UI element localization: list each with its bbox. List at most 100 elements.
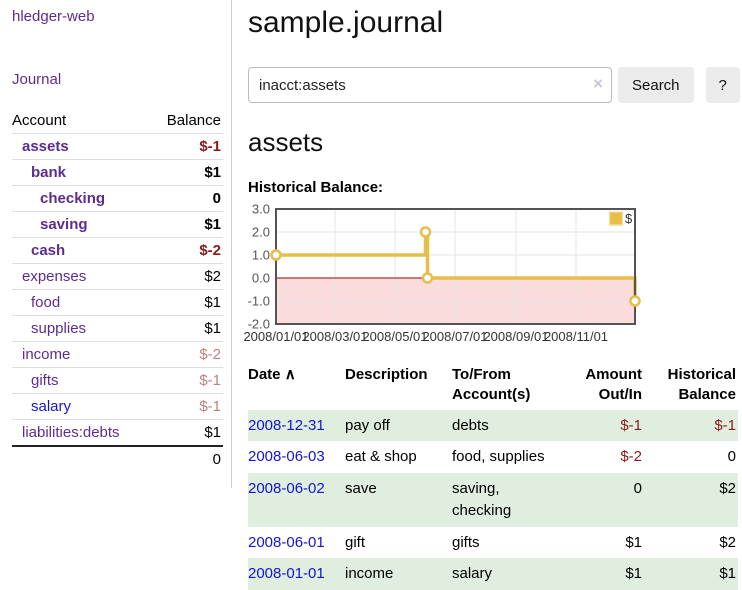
- transaction-amount: $-1: [560, 410, 644, 442]
- y-tick-label: 0.0: [252, 271, 270, 286]
- accounts-total-value: 0: [151, 446, 223, 472]
- transaction-balance: 0: [644, 441, 738, 473]
- transaction-description: eat & shop: [345, 441, 452, 473]
- account-row: liabilities:debts $1: [12, 420, 223, 447]
- legend: $: [610, 211, 634, 226]
- account-cell: cash: [12, 238, 151, 264]
- x-tick-label: 2008/05/01: [362, 329, 427, 344]
- accounts-header-account: Account: [12, 109, 151, 134]
- account-link[interactable]: bank: [31, 164, 66, 181]
- account-row: cash $-2: [12, 238, 223, 264]
- transaction-accounts: saving, checking: [452, 473, 560, 527]
- sort-asc-icon: ∧: [285, 366, 296, 383]
- help-button[interactable]: ?: [706, 67, 740, 103]
- account-link[interactable]: supplies: [31, 320, 86, 337]
- transaction-date-link[interactable]: 2008-06-01: [248, 534, 325, 551]
- account-row: supplies $1: [12, 316, 223, 342]
- accounts-total-row: 0: [12, 446, 223, 472]
- transaction-date-cell: 2008-06-01: [248, 527, 345, 559]
- account-balance: $-1: [151, 134, 223, 160]
- clear-search-icon[interactable]: ×: [593, 75, 603, 94]
- col-date[interactable]: Date ∧: [248, 363, 345, 410]
- account-cell: assets: [12, 134, 151, 160]
- col-balance: Historical Balance: [644, 363, 738, 410]
- transaction-balance: $2: [644, 473, 738, 527]
- app-title: hledger-web: [12, 8, 223, 25]
- account-link[interactable]: gifts: [31, 372, 59, 389]
- transaction-row: 2008-06-02 save saving, checking 0 $2: [248, 473, 738, 527]
- search-input[interactable]: [248, 67, 612, 103]
- account-balance: $-2: [151, 238, 223, 264]
- sidebar: hledger-web Journal Account Balance asse…: [0, 0, 232, 488]
- account-balance: 0: [151, 186, 223, 212]
- account-link[interactable]: checking: [40, 190, 105, 207]
- transaction-balance: $1: [644, 558, 738, 590]
- account-balance: $1: [151, 316, 223, 342]
- transaction-row: 2008-12-31 pay off debts $-1 $-1: [248, 410, 738, 442]
- account-link[interactable]: income: [22, 346, 70, 363]
- transaction-date-cell: 2008-01-01: [248, 558, 345, 590]
- account-link[interactable]: saving: [40, 216, 88, 233]
- transaction-accounts: debts: [452, 410, 560, 442]
- transaction-date-cell: 2008-06-03: [248, 441, 345, 473]
- account-cell: checking: [12, 186, 151, 212]
- y-tick-label: 1.0: [252, 248, 270, 263]
- x-tick-label: 2008/07/01: [422, 329, 487, 344]
- transaction-date-link[interactable]: 2008-06-03: [248, 448, 325, 465]
- account-link[interactable]: salary: [31, 398, 71, 415]
- account-cell: supplies: [12, 316, 151, 342]
- accounts-total-spacer: [12, 446, 151, 472]
- account-row: bank $1: [12, 160, 223, 186]
- account-balance: $1: [151, 290, 223, 316]
- transaction-amount: $-2: [560, 441, 644, 473]
- transaction-accounts: food, supplies: [452, 441, 560, 473]
- account-row: salary $-1: [12, 394, 223, 420]
- sidebar-nav: Journal: [12, 71, 223, 88]
- account-row: income $-2: [12, 342, 223, 368]
- chart-title: Historical Balance:: [248, 179, 740, 196]
- transaction-description: gift: [345, 527, 452, 559]
- account-heading: assets: [248, 127, 740, 158]
- transaction-date-link[interactable]: 2008-06-02: [248, 480, 325, 497]
- transaction-date-link[interactable]: 2008-12-31: [248, 417, 325, 434]
- transaction-date-cell: 2008-06-02: [248, 473, 345, 527]
- account-row: expenses $2: [12, 264, 223, 290]
- account-link[interactable]: liabilities:debts: [22, 424, 120, 441]
- x-tick-label: 2008/01/01: [243, 329, 308, 344]
- account-balance: $1: [151, 160, 223, 186]
- account-cell: saving: [12, 212, 151, 238]
- account-cell: gifts: [12, 368, 151, 394]
- transaction-balance: $2: [644, 527, 738, 559]
- account-cell: bank: [12, 160, 151, 186]
- data-point-marker[interactable]: [631, 297, 640, 306]
- transaction-amount: $1: [560, 558, 644, 590]
- transaction-date-link[interactable]: 2008-01-01: [248, 565, 325, 582]
- account-link[interactable]: assets: [22, 138, 69, 155]
- search-button[interactable]: Search: [618, 67, 694, 103]
- search-form: × Search ?: [248, 67, 740, 103]
- account-link[interactable]: food: [31, 294, 60, 311]
- sidebar-item-journal[interactable]: Journal: [12, 71, 61, 88]
- transaction-accounts: salary: [452, 558, 560, 590]
- data-point-marker[interactable]: [421, 228, 430, 237]
- x-tick-label: 2008/09/01: [483, 329, 548, 344]
- account-link[interactable]: expenses: [22, 268, 86, 285]
- transaction-row: 2008-06-01 gift gifts $1 $2: [248, 527, 738, 559]
- x-tick-label: 2008/03/01: [302, 329, 367, 344]
- page-title: sample.journal: [248, 6, 740, 40]
- app-title-link[interactable]: hledger-web: [12, 8, 95, 25]
- data-point-marker[interactable]: [272, 251, 281, 260]
- accounts-table: Account Balance assets $-1 bank $1 check…: [12, 109, 223, 472]
- account-row: gifts $-1: [12, 368, 223, 394]
- accounts-header-row: Account Balance: [12, 109, 223, 134]
- transactions-body: 2008-12-31 pay off debts $-1 $-1 2008-06…: [248, 410, 738, 590]
- transactions-header-row: Date ∧ Description To/From Account(s) Am…: [248, 363, 738, 410]
- data-point-marker[interactable]: [423, 274, 432, 283]
- account-row: saving $1: [12, 212, 223, 238]
- main-content: sample.journal × Search ? assets Histori…: [232, 0, 742, 590]
- y-tick-label: 3.0: [252, 203, 270, 217]
- y-tick-label: 2.0: [252, 225, 270, 240]
- account-link[interactable]: cash: [31, 242, 65, 259]
